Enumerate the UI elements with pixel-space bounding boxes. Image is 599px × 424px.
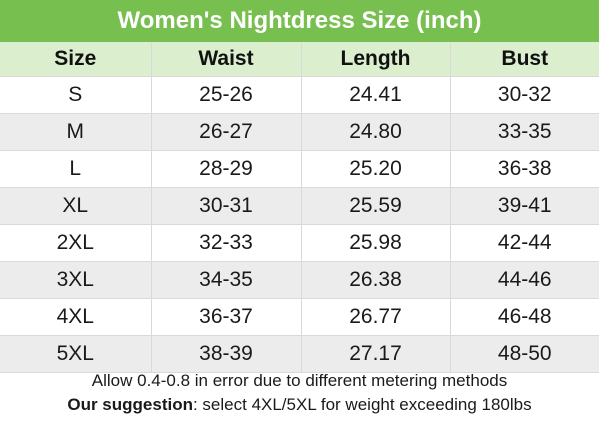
cell-length: 25.59 (301, 187, 451, 225)
cell-waist: 26-27 (151, 113, 302, 151)
cell-size: 4XL (0, 298, 152, 336)
cell-bust: 44-46 (450, 261, 599, 299)
suggestion-line: Our suggestion: select 4XL/5XL for weigh… (0, 395, 599, 415)
table-row: M 26-27 24.80 33-35 (0, 113, 599, 151)
cell-length: 25.20 (301, 150, 451, 188)
cell-bust: 42-44 (450, 224, 599, 262)
cell-waist: 30-31 (151, 187, 302, 225)
cell-bust: 33-35 (450, 113, 599, 151)
cell-size: XL (0, 187, 152, 225)
table-row: L 28-29 25.20 36-38 (0, 150, 599, 188)
chart-title: Women's Nightdress Size (inch) (0, 0, 599, 42)
table-row: 3XL 34-35 26.38 44-46 (0, 261, 599, 299)
column-header-waist: Waist (151, 42, 302, 77)
cell-length: 24.41 (301, 76, 451, 114)
suggestion-label: Our suggestion (67, 395, 193, 414)
cell-size: 5XL (0, 335, 152, 373)
table-row: S 25-26 24.41 30-32 (0, 76, 599, 114)
cell-length: 25.98 (301, 224, 451, 262)
cell-length: 26.77 (301, 298, 451, 336)
cell-size: S (0, 76, 152, 114)
table-row: XL 30-31 25.59 39-41 (0, 187, 599, 225)
column-header-bust: Bust (450, 42, 599, 77)
table-header-row: Size Waist Length Bust (0, 42, 599, 77)
cell-size: M (0, 113, 152, 151)
table-row: 4XL 36-37 26.77 46-48 (0, 298, 599, 336)
cell-bust: 36-38 (450, 150, 599, 188)
cell-waist: 38-39 (151, 335, 302, 373)
footer-notes: Allow 0.4-0.8 in error due to different … (0, 360, 599, 424)
cell-waist: 34-35 (151, 261, 302, 299)
column-header-length: Length (301, 42, 451, 77)
measurement-note: Allow 0.4-0.8 in error due to different … (91, 371, 508, 390)
table-row: 5XL 38-39 27.17 48-50 (0, 335, 599, 373)
cell-bust: 48-50 (450, 335, 599, 373)
suggestion-text: : select 4XL/5XL for weight exceeding 18… (192, 395, 532, 414)
cell-length: 24.80 (301, 113, 451, 151)
cell-waist: 32-33 (151, 224, 302, 262)
cell-bust: 30-32 (450, 76, 599, 114)
column-header-size: Size (0, 42, 152, 77)
cell-waist: 28-29 (151, 150, 302, 188)
size-table: Size Waist Length Bust S 25-26 24.41 30-… (0, 42, 599, 373)
cell-size: 3XL (0, 261, 152, 299)
cell-length: 26.38 (301, 261, 451, 299)
cell-size: 2XL (0, 224, 152, 262)
cell-waist: 25-26 (151, 76, 302, 114)
cell-bust: 46-48 (450, 298, 599, 336)
cell-bust: 39-41 (450, 187, 599, 225)
cell-length: 27.17 (301, 335, 451, 373)
cell-waist: 36-37 (151, 298, 302, 336)
table-row: 2XL 32-33 25.98 42-44 (0, 224, 599, 262)
cell-size: L (0, 150, 152, 188)
